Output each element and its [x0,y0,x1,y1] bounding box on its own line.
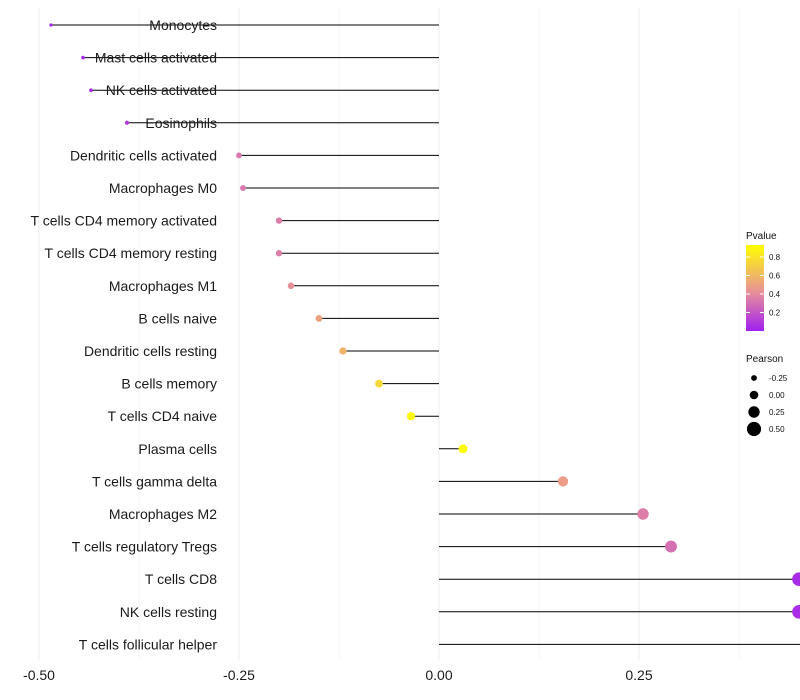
x-tick-label: -0.50 [23,667,55,683]
category-label: Monocytes [149,17,217,33]
lollipop-point [665,540,677,553]
category-label: B cells naive [138,310,217,326]
pearson-size-key [748,406,760,418]
category-label: Plasma cells [138,441,217,457]
pvalue-tick-label: 0.6 [769,272,781,281]
category-label: Dendritic cells activated [70,147,217,163]
category-label: Eosinophils [145,115,217,131]
lollipop-point [458,444,468,454]
category-label: Mast cells activated [95,50,217,66]
pearson-size-label: -0.25 [769,374,788,383]
category-label: T cells follicular helper [79,636,218,652]
pvalue-legend: Pvalue 0.8 0.6 0.4 0.2 [746,231,781,331]
pearson-size-key [751,375,757,381]
category-label: NK cells resting [120,604,217,620]
lollipop-points [49,23,800,619]
category-label: Dendritic cells resting [84,343,217,359]
pvalue-tick-label: 0.2 [769,309,781,318]
lollipop-point [557,476,569,487]
lollipop-point [637,508,649,520]
category-label: T cells CD4 memory activated [31,213,217,229]
category-label: T cells CD4 naive [108,408,218,424]
x-tick-label: -0.25 [223,667,255,683]
grid-lines [38,8,740,660]
lollipop-point [315,314,323,322]
pvalue-tick-label: 0.8 [769,253,781,262]
lollipop-point [236,152,242,159]
pvalue-legend-title: Pvalue [746,231,777,242]
pvalue-colorbar [746,245,764,331]
lollipop-point [124,120,130,125]
x-tick-label: 0.25 [625,667,652,683]
lollipop-point [240,185,246,191]
x-tick-label: 0.00 [425,667,452,683]
pearson-size-key [749,390,759,400]
category-label: T cells CD4 memory resting [45,245,217,261]
pearson-size-label: 0.00 [769,391,785,400]
lollipop-point [406,412,416,421]
pearson-size-key [746,421,762,437]
lollipop-point [49,23,53,27]
x-axis-ticks: -0.50-0.250.000.250.50 [23,667,653,683]
lollipop-point [339,347,347,355]
pearson-legend-title: Pearson [746,354,783,365]
category-label: T cells CD8 [145,571,217,587]
lollipop-point [287,282,295,290]
category-labels: Monocytes Mast cells activated NK cells ac… [31,17,218,652]
pearson-size-label: 0.25 [769,408,785,417]
pearson-size-label: 0.50 [769,425,785,434]
pvalue-tick-label: 0.4 [769,290,781,299]
category-label: B cells memory [121,376,217,392]
lollipop-point [792,572,800,587]
category-label: Macrophages M0 [109,180,217,196]
category-label: NK cells activated [106,82,217,98]
pearson-legend: Pearson -0.25 0.00 0.25 0.50 [746,354,788,437]
lollipop-point [275,217,283,224]
lollipop-point [792,604,800,619]
category-label: T cells regulatory Tregs [72,539,217,555]
category-label: T cells gamma delta [92,473,217,489]
category-label: Macrophages M2 [109,506,217,522]
lollipop-point [375,379,383,388]
lollipop-stems [51,24,800,645]
lollipop-point [275,250,283,257]
category-label: Macrophages M1 [109,278,217,294]
lollipop-point [89,88,93,93]
lollipop-point [81,55,85,60]
